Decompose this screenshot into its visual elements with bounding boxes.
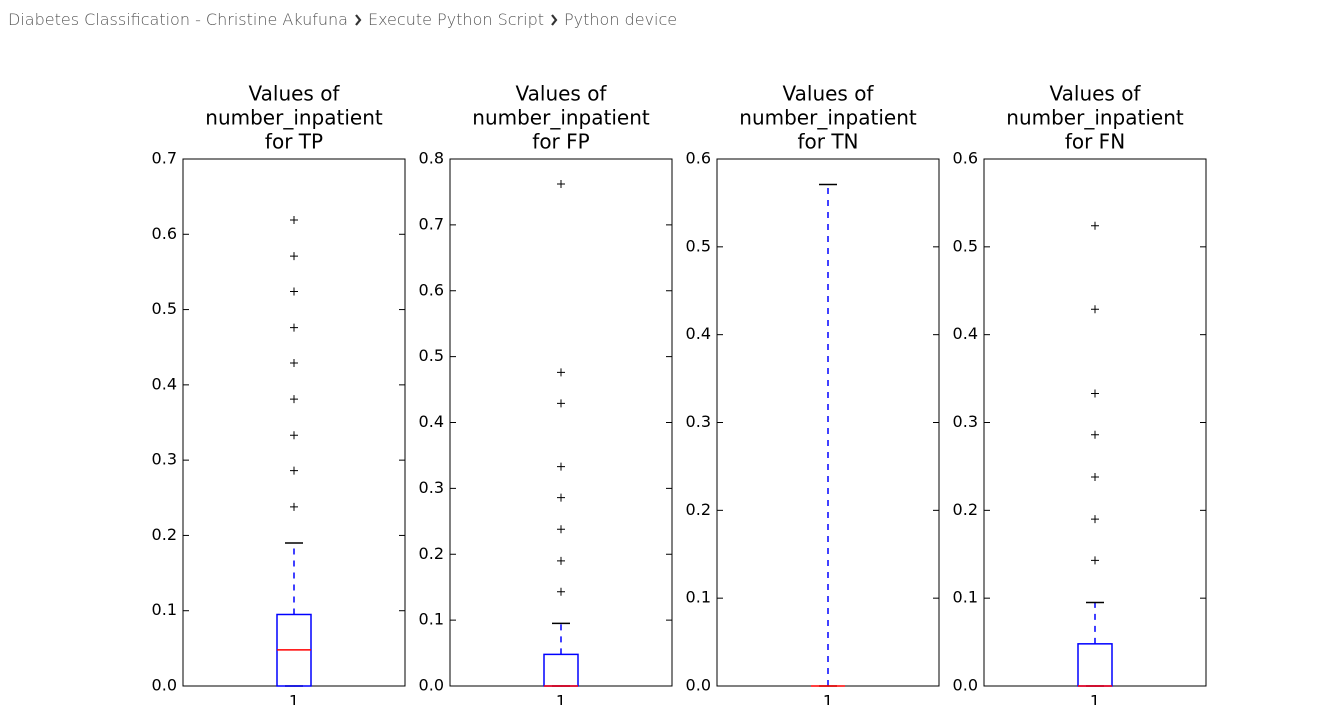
x-tick-label: 1 [289,692,299,705]
y-tick-label: 0.0 [686,676,711,695]
y-tick-label: 0.0 [953,676,978,695]
y-tick-label: 0.5 [953,236,978,255]
chart-title: number_inpatient [472,106,650,130]
outlier [290,215,298,224]
outlier [290,287,298,296]
y-tick-label: 0.1 [419,610,444,629]
breadcrumb-item[interactable]: Execute Python Script [367,10,544,29]
chart-title: Values of [249,82,341,106]
chart-title: for FN [1065,130,1125,154]
y-tick-label: 0.4 [953,324,978,343]
y-tick-label: 0.3 [152,450,177,469]
outlier [1091,515,1099,524]
y-tick-label: 0.4 [686,324,711,343]
outlier [557,368,565,377]
outlier [290,466,298,475]
outlier [290,395,298,404]
outlier [1091,472,1099,481]
outlier [1091,389,1099,398]
outlier [557,556,565,565]
x-tick-label: 1 [556,692,566,705]
outlier [1091,556,1099,565]
y-tick-label: 0.3 [953,412,978,431]
outlier [557,462,565,471]
chart-title: number_inpatient [1006,106,1184,130]
y-tick-label: 0.2 [953,500,978,519]
outlier [290,431,298,440]
y-tick-label: 0.8 [419,149,444,168]
y-tick-label: 0.7 [419,214,444,233]
y-tick-label: 0.1 [152,600,177,619]
outlier [557,525,565,534]
y-tick-label: 0.4 [419,412,444,431]
x-tick-label: 1 [1090,692,1100,705]
chart-title: Values of [516,82,608,106]
chart-title: number_inpatient [739,106,917,130]
chart-title: for FP [532,130,589,154]
y-tick-label: 0.2 [152,525,177,544]
x-tick-label: 1 [823,692,833,705]
outlier [1091,430,1099,439]
y-tick-label: 0.6 [953,149,978,168]
outlier [1091,221,1099,230]
breadcrumb-item[interactable]: Diabetes Classification - Christine Akuf… [8,10,348,29]
chart-title: Values of [783,82,875,106]
y-tick-label: 0.6 [419,280,444,299]
y-tick-label: 0.7 [152,149,177,168]
outlier [557,493,565,502]
outlier [557,587,565,596]
y-tick-label: 0.1 [953,588,978,607]
outlier [290,252,298,261]
plot-frame [182,158,406,687]
breadcrumb-item: Python device [564,10,678,29]
y-tick-label: 0.5 [419,346,444,365]
box [543,653,579,687]
y-tick-label: 0.3 [686,412,711,431]
chart-title: Values of [1050,82,1142,106]
breadcrumb: Diabetes Classification - Christine Akuf… [8,10,677,29]
y-tick-label: 0.5 [686,236,711,255]
y-tick-label: 0.5 [152,299,177,318]
outlier [290,359,298,368]
chart-title: number_inpatient [205,106,383,130]
box [1077,643,1113,687]
y-tick-label: 0.0 [152,676,177,695]
y-tick-label: 0.3 [419,478,444,497]
outlier [1091,305,1099,314]
outlier [557,399,565,408]
plot-frame [449,158,673,687]
chart-title: for TN [797,130,858,154]
chart-title: for TP [265,130,323,154]
y-tick-label: 0.0 [419,676,444,695]
y-tick-label: 0.6 [686,149,711,168]
y-tick-label: 0.1 [686,588,711,607]
breadcrumb-separator [551,13,558,26]
outlier [290,323,298,332]
outlier [290,502,298,511]
y-tick-label: 0.6 [152,224,177,243]
breadcrumb-separator [355,13,362,26]
y-tick-label: 0.4 [152,374,177,393]
y-tick-label: 0.2 [686,500,711,519]
outlier [557,180,565,189]
y-tick-label: 0.2 [419,544,444,563]
